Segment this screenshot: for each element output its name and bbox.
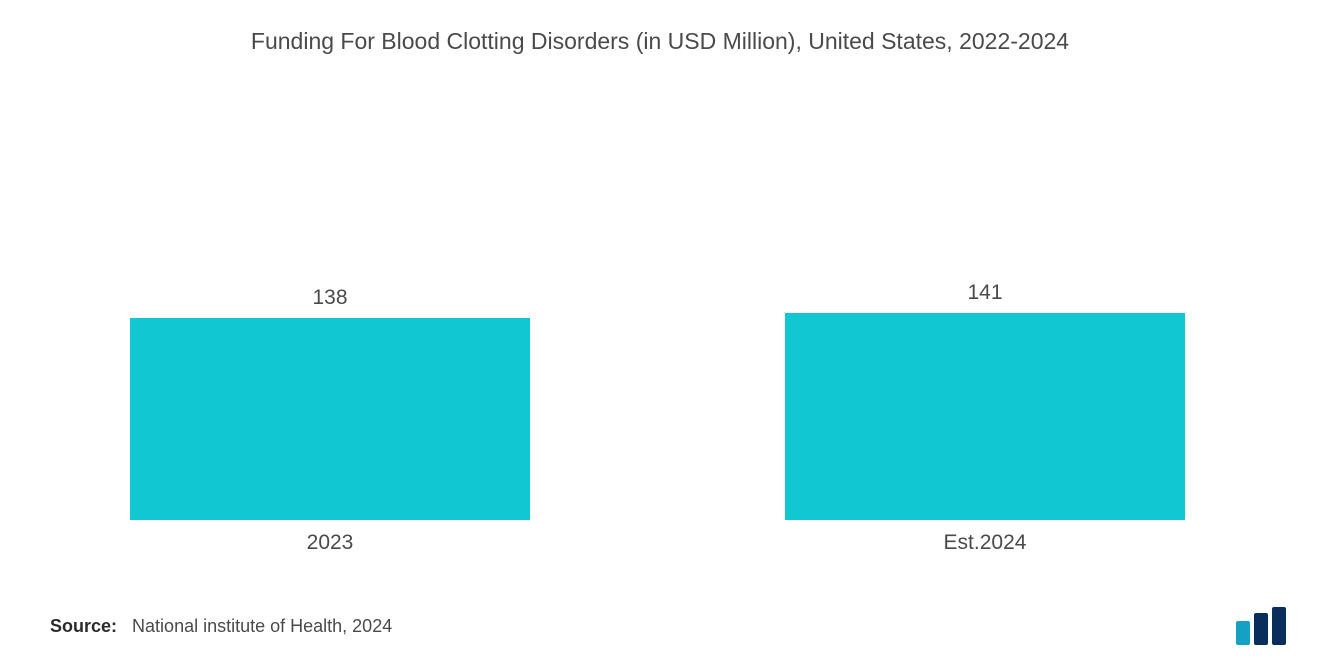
- chart-title: Funding For Blood Clotting Disorders (in…: [0, 28, 1320, 55]
- bar-group-1: 141 Est.2024: [785, 80, 1185, 520]
- chart-container: Funding For Blood Clotting Disorders (in…: [0, 0, 1320, 665]
- bar-0: [130, 318, 530, 520]
- plot-area: 138 2023 141 Est.2024: [60, 80, 1260, 520]
- brand-logo: [1234, 607, 1292, 645]
- bar-label-1: Est.2024: [785, 531, 1185, 555]
- source-label: Source:: [50, 616, 117, 636]
- bar-1: [785, 313, 1185, 520]
- source-text: National institute of Health, 2024: [132, 616, 392, 636]
- bar-value-0: 138: [130, 286, 530, 310]
- source-line: Source: National institute of Health, 20…: [50, 616, 392, 637]
- logo-icon: [1234, 607, 1292, 645]
- bar-group-0: 138 2023: [130, 80, 530, 520]
- bar-label-0: 2023: [130, 531, 530, 555]
- bar-value-1: 141: [785, 281, 1185, 305]
